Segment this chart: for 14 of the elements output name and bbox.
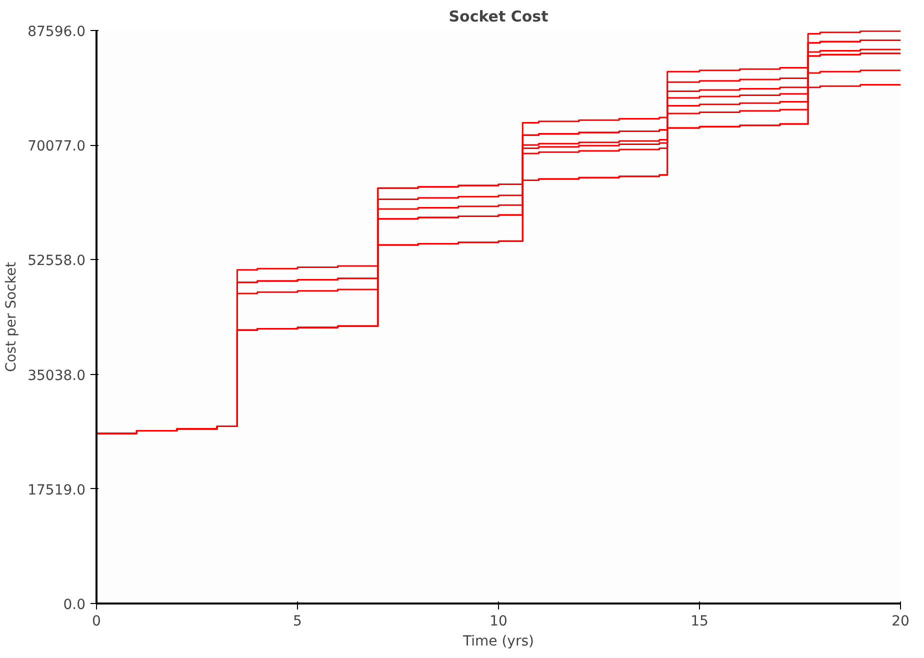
y-tick-label: 17519.0 [28,482,86,498]
y-axis-title: Cost per Socket [4,261,20,372]
y-tick-label: 87596.0 [28,24,86,40]
x-tick-label: 0 [92,614,101,630]
y-tick-label: 35038.0 [28,368,86,384]
chart-title: Socket Cost [448,8,548,26]
x-tick-label: 20 [892,614,910,630]
y-tick-label: 0.0 [63,597,86,613]
x-tick-label: 15 [690,614,708,630]
x-tick-label: 5 [293,614,302,630]
y-tick-label: 52558.0 [28,253,86,270]
x-tick-label: 10 [490,614,508,630]
x-axis-title: Time (yrs) [462,634,534,650]
y-tick-label: 70077.0 [28,138,86,155]
